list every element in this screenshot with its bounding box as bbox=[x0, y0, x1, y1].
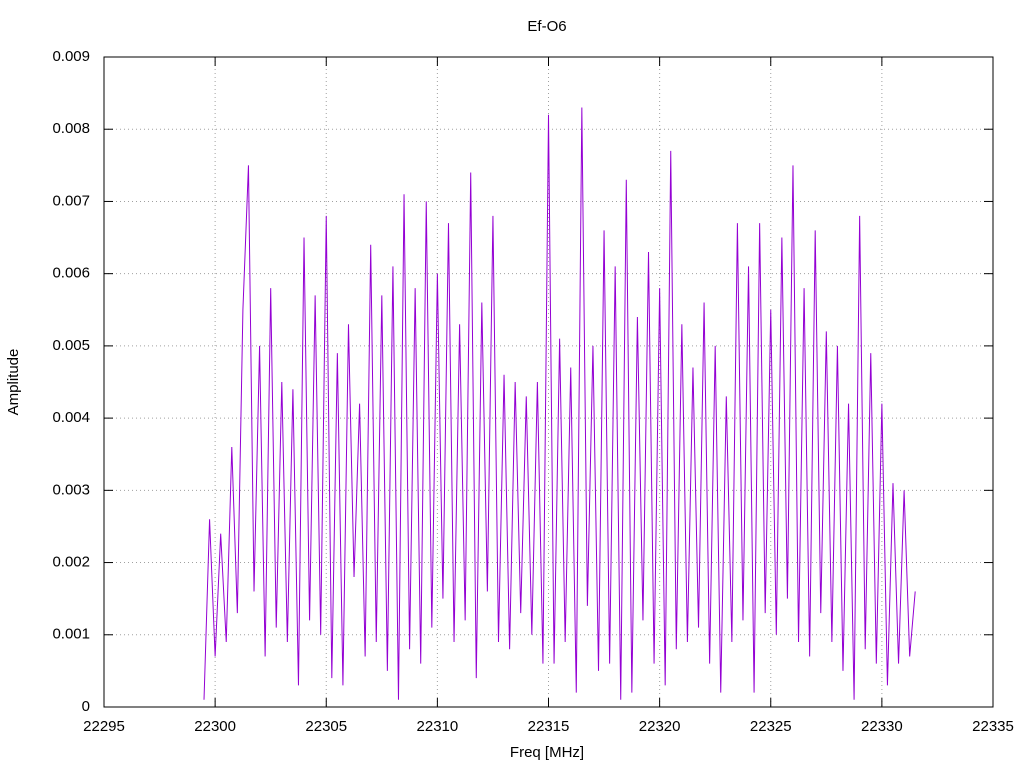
data-line bbox=[203, 107, 916, 700]
x-tick-label: 22295 bbox=[83, 718, 125, 735]
y-tick-label: 0.009 bbox=[52, 48, 90, 65]
y-tick-label: 0.003 bbox=[52, 481, 90, 498]
y-tick-label: 0.005 bbox=[52, 337, 90, 354]
y-tick-label: 0.008 bbox=[52, 120, 90, 137]
x-tick-label: 22330 bbox=[861, 718, 903, 735]
y-axis-label: Amplitude bbox=[5, 349, 22, 416]
x-tick-label: 22325 bbox=[750, 718, 792, 735]
x-tick-label: 22315 bbox=[528, 718, 570, 735]
y-tick-label: 0.004 bbox=[52, 409, 90, 426]
y-tick-label: 0 bbox=[82, 698, 90, 715]
x-tick-label: 22335 bbox=[972, 718, 1014, 735]
x-tick-label: 22305 bbox=[305, 718, 347, 735]
y-tick-label: 0.002 bbox=[52, 554, 90, 571]
x-tick-label: 22310 bbox=[417, 718, 459, 735]
x-tick-label: 22300 bbox=[194, 718, 236, 735]
y-tick-label: 0.001 bbox=[52, 626, 90, 643]
y-tick-label: 0.007 bbox=[52, 192, 90, 209]
chart-title: Ef-O6 bbox=[527, 18, 566, 35]
x-tick-label: 22320 bbox=[639, 718, 681, 735]
plot-border bbox=[103, 56, 994, 708]
y-tick-label: 0.006 bbox=[52, 265, 90, 282]
x-axis-label: Freq [MHz] bbox=[510, 744, 584, 761]
